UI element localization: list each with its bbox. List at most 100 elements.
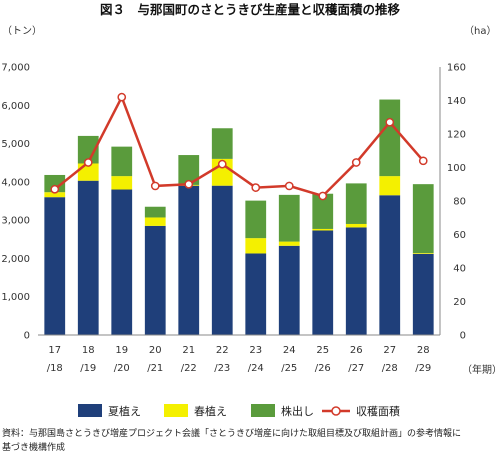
right-tick-label: 40 [453, 264, 466, 275]
x-tick-label-top: 18 [82, 345, 95, 356]
x-tick-label-top: 23 [249, 345, 262, 356]
bar-ratoon [312, 193, 334, 229]
x-tick-label-bottom: /21 [147, 363, 163, 374]
bar-summer [111, 189, 133, 335]
harvest-area-point [284, 181, 294, 191]
x-tick-label-bottom: /25 [281, 363, 297, 374]
source-note-line1: 資料：与那国島さとうきび増産プロジェクト会議「さとうきび増産に向けた取組目標及び… [2, 427, 461, 439]
bar-summer [144, 225, 166, 335]
right-tick-label: 80 [453, 197, 466, 208]
bar-summer [77, 180, 99, 335]
x-tick-label-top: 25 [316, 345, 329, 356]
legend: 夏植え 春植え 株出し 収穫面積 [78, 404, 400, 418]
bar-ratoon [77, 135, 99, 164]
right-tick-label: 160 [447, 63, 466, 74]
right-tick-label: 0 [460, 331, 466, 342]
x-tick-label-top: 19 [115, 345, 128, 356]
legend-swatch-ratoon [251, 404, 275, 417]
harvest-area-point [50, 184, 60, 194]
left-tick-label: 1,000 [1, 292, 30, 303]
bar-spring [278, 241, 300, 246]
legend-label-spring: 春植え [194, 404, 227, 418]
left-tick-label: 2,000 [1, 254, 30, 265]
bar-spring [144, 217, 166, 226]
left-tick-label: 6,000 [1, 101, 30, 112]
bar-ratoon [44, 174, 66, 193]
bar-spring [312, 228, 334, 231]
left-tick-label: 0 [24, 331, 30, 342]
bar-ratoon [144, 206, 166, 218]
harvest-area-point [217, 159, 227, 169]
legend-label-area: 収穫面積 [356, 404, 400, 418]
bar-spring [211, 158, 233, 186]
right-tick-label: 60 [453, 230, 466, 241]
bar-spring [412, 253, 434, 254]
harvest-area-polyline [53, 94, 425, 198]
bar-ratoon [379, 99, 401, 177]
x-tick-label-bottom: /29 [415, 363, 431, 374]
bar-summer [211, 185, 233, 335]
x-tick-label-bottom: /24 [248, 363, 264, 374]
bar-spring [111, 176, 133, 190]
harvest-area-point [418, 156, 428, 166]
bar-spring [44, 192, 66, 198]
bar-summer [379, 195, 401, 335]
x-tick-label-bottom: /26 [315, 363, 331, 374]
x-tick-label-top: 22 [216, 345, 229, 356]
chart-title: 図３ 与那国町のさとうきび生産量と収穫面積の推移 [100, 2, 401, 17]
x-tick-label-bottom: /18 [47, 363, 63, 374]
bar-spring [245, 238, 267, 254]
bar-spring [345, 223, 367, 228]
bar-summer [412, 253, 434, 335]
x-tick-label-top: 20 [149, 345, 162, 356]
right-tick-label: 140 [447, 96, 466, 107]
x-tick-label-bottom: /19 [80, 363, 96, 374]
legend-swatch-summer [78, 404, 102, 417]
bar-ratoon [111, 146, 133, 177]
harvest-area-point [351, 158, 361, 167]
bar-summer [178, 185, 200, 335]
x-tick-label-bottom: /27 [348, 363, 364, 374]
left-axis-unit: （トン） [2, 25, 42, 37]
x-tick-label-top: 27 [383, 345, 396, 356]
x-tick-label-top: 28 [417, 345, 430, 356]
bar-ratoon [211, 128, 233, 159]
left-tick-label: 4,000 [1, 177, 30, 188]
x-tick-label-top: 17 [48, 345, 61, 356]
left-tick-label: 7,000 [1, 63, 30, 74]
x-tick-label-bottom: /28 [382, 363, 398, 374]
harvest-area-point [385, 117, 395, 127]
harvest-area-line [50, 92, 428, 201]
legend-marker-area [331, 406, 341, 416]
x-axis-unit: （年期） [462, 363, 500, 376]
right-tick-label: 100 [447, 163, 466, 174]
bar-ratoon [245, 200, 267, 239]
harvest-area-point [117, 92, 127, 102]
bar-ratoon [278, 194, 300, 242]
left-tick-label: 5,000 [1, 139, 30, 150]
right-tick-label: 20 [453, 297, 466, 308]
source-note-line2: 基づき機構作成 [2, 441, 65, 453]
legend-label-ratoon: 株出し [281, 404, 314, 418]
bar-spring [379, 176, 401, 196]
bar-summer [312, 230, 334, 335]
harvest-area-point [251, 183, 261, 192]
x-axis-ticks: 17/18 18/19 19/20 20/21 21/22 22/23 23/24 24/25… [47, 345, 432, 374]
harvest-area-point [184, 179, 194, 189]
legend-label-summer: 夏植え [108, 404, 141, 418]
x-tick-label-bottom: /22 [181, 363, 197, 374]
bar-ratoon [178, 155, 200, 185]
harvest-area-point [83, 158, 93, 167]
harvest-area-point [318, 191, 328, 201]
x-tick-label-top: 26 [350, 345, 363, 356]
bar-summer [345, 227, 367, 335]
x-tick-label-top: 21 [182, 345, 195, 356]
left-axis-ticks: 0 1,000 2,000 3,000 4,000 5,000 6,000 7,000 [1, 63, 30, 342]
right-axis-unit: （ha） [464, 25, 496, 37]
left-tick-label: 3,000 [1, 216, 30, 227]
right-axis-ticks: 0 20 40 60 80 100 120 140 160 [447, 63, 466, 342]
x-tick-label-bottom: /20 [114, 363, 130, 374]
bar-ratoon [345, 183, 367, 224]
harvest-area-point [150, 181, 160, 191]
